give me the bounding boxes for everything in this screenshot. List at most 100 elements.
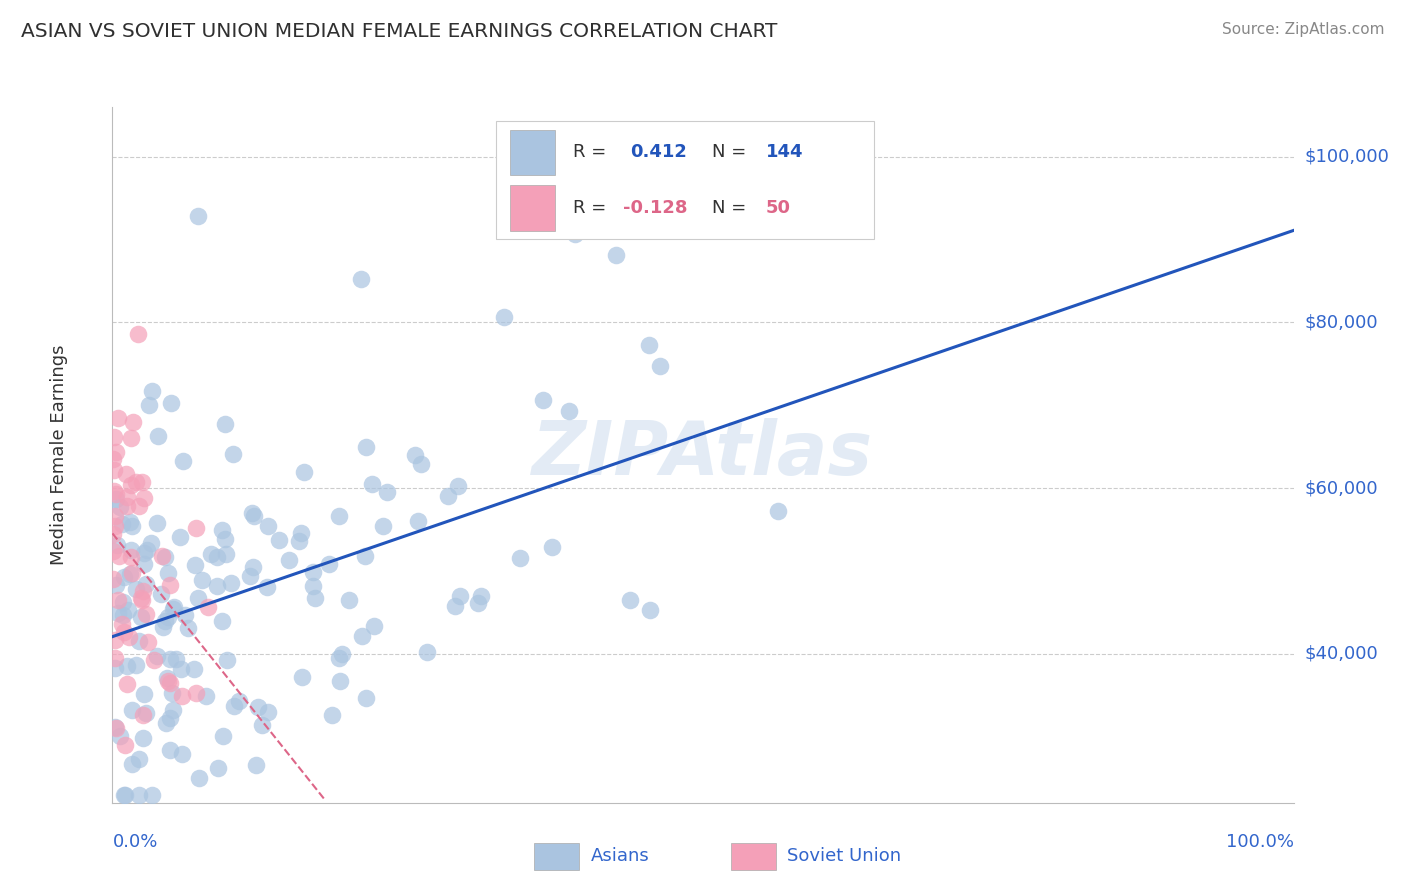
Point <box>214 533 236 547</box>
Point <box>207 761 229 775</box>
Point <box>186 521 208 535</box>
Point <box>121 703 143 717</box>
Point <box>132 731 155 746</box>
Point <box>159 743 181 757</box>
Point <box>155 716 177 731</box>
Text: $40,000: $40,000 <box>1305 645 1378 663</box>
Point <box>269 533 291 548</box>
Point <box>375 485 398 500</box>
Point <box>157 566 180 580</box>
Point <box>141 384 163 399</box>
Point <box>104 486 127 500</box>
Point <box>605 248 627 262</box>
Point <box>103 483 125 498</box>
Point <box>163 599 186 614</box>
Point <box>354 549 377 563</box>
Point <box>118 630 141 644</box>
Point <box>470 589 492 603</box>
Point <box>120 543 142 558</box>
Text: Source: ZipAtlas.com: Source: ZipAtlas.com <box>1222 22 1385 37</box>
Point <box>304 591 326 605</box>
Point <box>252 718 274 732</box>
Point <box>214 417 236 432</box>
Point <box>129 591 152 605</box>
FancyBboxPatch shape <box>496 121 875 239</box>
Point <box>278 553 301 567</box>
Point <box>117 602 139 616</box>
Point <box>108 500 131 515</box>
Point <box>766 504 789 518</box>
Point <box>104 720 127 734</box>
FancyBboxPatch shape <box>510 186 555 230</box>
Point <box>329 673 352 688</box>
Point <box>172 454 194 468</box>
Point <box>190 573 212 587</box>
Point <box>212 730 235 744</box>
Text: $60,000: $60,000 <box>1305 479 1378 497</box>
Point <box>132 546 155 560</box>
Point <box>135 706 157 720</box>
Point <box>143 653 166 667</box>
Point <box>132 687 155 701</box>
Point <box>128 751 150 765</box>
FancyBboxPatch shape <box>510 129 555 175</box>
Point <box>150 549 173 564</box>
Point <box>187 591 209 605</box>
Point <box>152 620 174 634</box>
Point <box>128 499 150 513</box>
Point <box>115 676 138 690</box>
Point <box>169 662 191 676</box>
Point <box>228 694 250 708</box>
Point <box>404 448 426 462</box>
Point <box>246 700 269 714</box>
Point <box>211 523 233 537</box>
Point <box>115 490 138 504</box>
Text: Median Female Earnings: Median Female Earnings <box>51 344 69 566</box>
Point <box>129 610 152 624</box>
Point <box>153 549 176 564</box>
Point <box>128 788 150 802</box>
Point <box>107 607 129 621</box>
Point <box>162 703 184 717</box>
Point <box>242 560 264 574</box>
Point <box>257 705 280 719</box>
Point <box>328 508 350 523</box>
Text: 50: 50 <box>766 199 790 217</box>
Point <box>436 489 458 503</box>
Point <box>114 738 136 752</box>
Point <box>118 515 141 529</box>
Point <box>444 599 467 614</box>
Point <box>103 463 125 477</box>
Point <box>492 310 515 324</box>
Point <box>637 337 659 351</box>
Point <box>256 580 278 594</box>
Point <box>165 652 187 666</box>
Point <box>354 440 377 454</box>
Point <box>211 614 233 628</box>
Point <box>111 595 134 609</box>
Point <box>449 590 471 604</box>
Point <box>328 650 350 665</box>
Point <box>107 593 129 607</box>
Point <box>159 652 181 666</box>
Point <box>128 633 150 648</box>
Point <box>197 599 219 614</box>
Point <box>184 558 207 573</box>
Text: 144: 144 <box>766 144 803 161</box>
Point <box>207 579 229 593</box>
Point <box>127 326 149 341</box>
Point <box>104 633 127 648</box>
Point <box>242 508 264 523</box>
Point <box>146 516 169 531</box>
Point <box>122 415 145 429</box>
Point <box>558 403 581 417</box>
Point <box>156 671 179 685</box>
Point <box>177 621 200 635</box>
Point <box>103 430 125 444</box>
Point <box>120 566 142 581</box>
Point <box>105 578 128 592</box>
Point <box>135 607 157 621</box>
Point <box>640 603 662 617</box>
Point <box>148 429 170 443</box>
Point <box>114 788 136 802</box>
